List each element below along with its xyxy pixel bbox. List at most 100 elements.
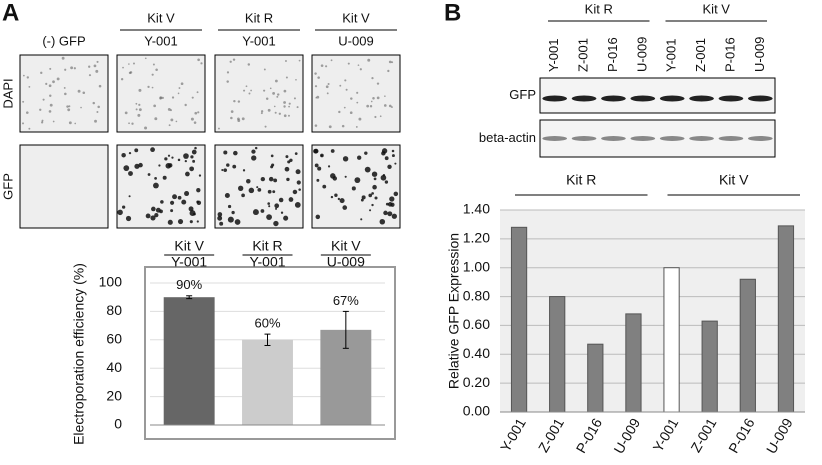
panel-label: A (2, 0, 19, 26)
row-label: DAPI (0, 78, 15, 108)
speckle (226, 71, 230, 74)
speckle (330, 149, 335, 153)
speckle (252, 209, 259, 216)
speckle (285, 76, 288, 79)
speckle (122, 205, 126, 209)
category-label: Kit V (331, 238, 361, 254)
speckle (154, 177, 157, 180)
speckle (117, 209, 123, 216)
speckle (191, 149, 197, 155)
bar (242, 339, 293, 425)
band (571, 95, 597, 102)
x-tick-label: U-009 (763, 415, 796, 456)
speckle (28, 127, 31, 130)
group-label: Kit R (585, 1, 613, 16)
speckle (172, 194, 177, 200)
speckle (381, 151, 386, 156)
speckle (237, 100, 241, 103)
lane-label: U-009 (634, 37, 649, 72)
speckle (270, 154, 274, 158)
speckle (265, 97, 269, 100)
speckle (371, 77, 374, 80)
speckle (387, 202, 393, 207)
speckle (334, 193, 338, 197)
x-tick-label: P-016 (573, 415, 606, 456)
speckle (357, 155, 362, 160)
lane-label: P-016 (722, 37, 737, 72)
speckle (243, 89, 246, 92)
speckle (63, 86, 66, 89)
speckle (221, 169, 224, 172)
speckle (168, 124, 171, 127)
speckle (197, 58, 200, 62)
speckle (278, 197, 284, 203)
bar (549, 296, 566, 413)
speckle (135, 108, 138, 111)
speckle (356, 91, 359, 94)
speckle (96, 111, 99, 114)
micrograph (19, 54, 109, 133)
speckle (128, 63, 130, 65)
speckle (223, 150, 228, 155)
speckle (376, 82, 380, 85)
speckle (316, 178, 320, 182)
speckle (137, 113, 141, 117)
speckle (356, 101, 359, 104)
speckle (151, 206, 156, 212)
bar (163, 297, 215, 425)
speckle (269, 87, 272, 90)
speckle (80, 106, 82, 109)
speckle (227, 216, 234, 223)
speckle (233, 150, 238, 156)
row-label: GFP (0, 173, 15, 200)
speckle (23, 74, 25, 77)
speckle (41, 119, 44, 122)
speckle (49, 94, 52, 97)
speckle (368, 193, 373, 198)
speckle (355, 126, 358, 128)
speckle (92, 101, 96, 105)
speckle (382, 173, 386, 177)
column-header: Kit V (147, 10, 175, 25)
category-sublabel: U-009 (327, 254, 365, 270)
speckle (294, 202, 301, 208)
speckle (94, 119, 97, 123)
speckle (223, 168, 228, 172)
speckle (128, 151, 132, 155)
speckle (388, 104, 392, 108)
band (659, 136, 685, 141)
speckle (122, 66, 124, 69)
speckle (339, 198, 345, 204)
speckle (339, 84, 342, 87)
speckle (219, 221, 224, 226)
speckle (314, 72, 317, 75)
bar (701, 320, 718, 413)
speckle (175, 120, 178, 123)
category-label: Kit R (252, 238, 282, 254)
speckle (358, 117, 362, 121)
speckle (385, 202, 389, 206)
blot-row-label: GFP (509, 87, 536, 102)
speckle (82, 91, 86, 95)
speckle (49, 67, 52, 70)
category-sublabel: Y-001 (249, 254, 285, 270)
speckle (237, 119, 241, 122)
speckle (144, 126, 148, 130)
speckle (327, 165, 331, 168)
speckle (97, 105, 100, 109)
speckle (251, 149, 256, 154)
speckle (135, 102, 138, 105)
lane-label: Z-001 (576, 38, 591, 72)
band (689, 95, 714, 102)
lane-label: Y-001 (546, 39, 561, 73)
speckle (292, 189, 298, 195)
speckle (295, 78, 297, 81)
speckle (288, 105, 290, 108)
y-tick-label: 80 (106, 302, 122, 318)
speckle (52, 120, 55, 123)
blot-frame (539, 77, 776, 114)
speckle (95, 69, 99, 73)
speckle (273, 178, 278, 183)
speckle (193, 121, 197, 124)
speckle (154, 213, 159, 218)
